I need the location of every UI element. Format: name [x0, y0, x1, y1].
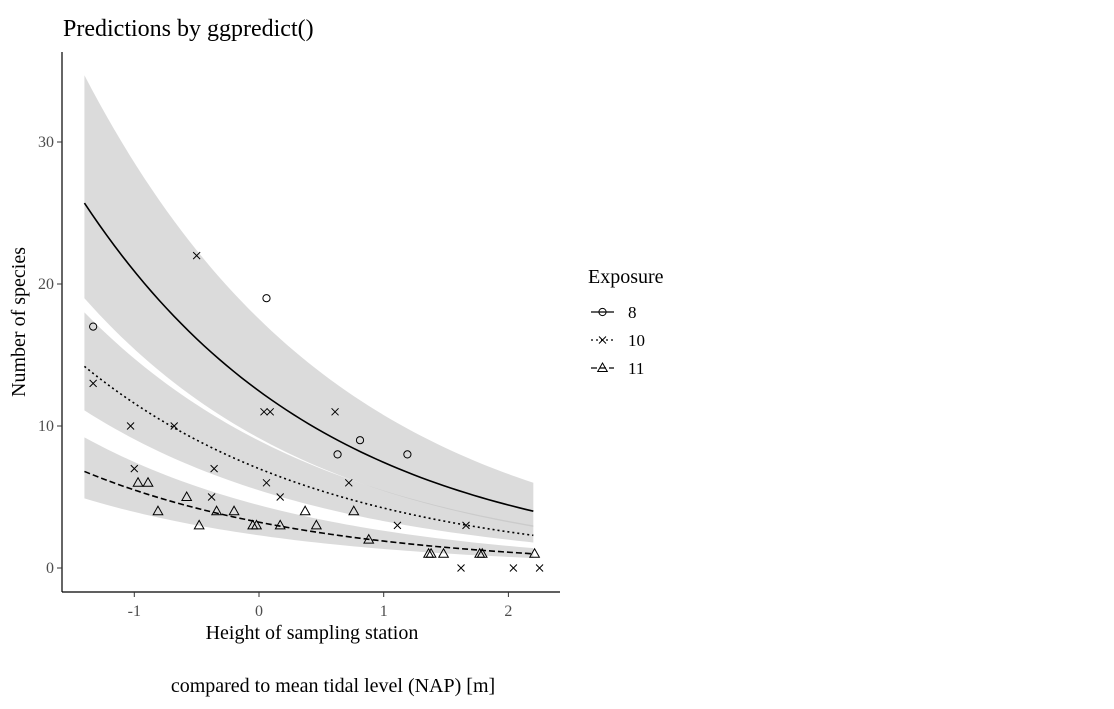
ci-band-10 [84, 312, 534, 543]
data-point-exposure-10 [89, 379, 98, 388]
data-point-exposure-10 [266, 407, 275, 416]
data-point-exposure-10 [462, 521, 470, 530]
x-axis-label-line2: compared to mean tidal level (NAP) [m] [171, 675, 495, 697]
ci-band-8 [84, 75, 534, 527]
data-point-exposure-10 [393, 521, 402, 530]
legend-triangle-icon [596, 361, 609, 372]
y-tick-label: 20 [38, 276, 54, 293]
data-point-exposure-10 [207, 493, 216, 501]
legend-label-11: 11 [628, 359, 644, 378]
fit-line-10 [83, 365, 534, 537]
y-axis-label: Number of species [8, 247, 30, 397]
fit-line-8 [83, 202, 534, 512]
data-point-exposure-10 [535, 564, 544, 572]
data-point-exposure-10 [262, 478, 271, 487]
data-point-exposure-11 [142, 476, 154, 487]
data-point-exposure-10 [130, 464, 139, 473]
data-point-exposure-10 [260, 407, 268, 416]
data-point-exposure-10 [276, 493, 285, 501]
data-point-exposure-11 [363, 533, 375, 544]
legend-cross-icon [598, 336, 607, 344]
legend-circle-icon [598, 307, 607, 317]
data-point-exposure-11 [437, 547, 450, 558]
y-tick-label: 10 [38, 418, 54, 435]
y-tick-label: 0 [46, 560, 54, 577]
data-point-exposure-11 [193, 519, 205, 530]
data-point-exposure-8 [355, 436, 365, 445]
data-point-exposure-11 [228, 505, 240, 516]
data-point-exposure-11 [210, 505, 223, 516]
data-point-exposure-11 [476, 547, 488, 558]
data-point-exposure-11 [299, 505, 311, 516]
data-points [89, 251, 544, 572]
data-point-exposure-11 [528, 547, 541, 558]
data-point-exposure-8 [333, 450, 342, 459]
x-tick-label: 1 [380, 603, 388, 620]
legend-label-8: 8 [628, 303, 637, 322]
data-point-exposure-11 [132, 476, 144, 487]
data-point-exposure-11 [181, 490, 193, 501]
data-point-exposure-8 [262, 294, 271, 303]
chart-title: Predictions by ggpredict() [63, 16, 314, 42]
data-point-exposure-10 [331, 407, 339, 416]
confidence-bands [84, 75, 534, 559]
data-point-exposure-11 [152, 505, 164, 516]
x-tick-label: 2 [504, 603, 512, 620]
data-point-exposure-10 [126, 422, 135, 430]
fit-line-11 [84, 470, 534, 555]
x-ticks: -1 0 1 2 [128, 592, 512, 620]
data-point-exposure-10 [457, 564, 465, 572]
data-point-exposure-10 [192, 251, 201, 260]
data-point-exposure-10 [344, 478, 353, 487]
y-ticks: 0 10 20 30 [38, 134, 62, 577]
data-point-exposure-11 [348, 505, 360, 516]
data-point-exposure-8 [403, 450, 412, 459]
data-point-exposure-8 [89, 322, 98, 331]
x-tick-label: 0 [255, 603, 263, 620]
legend: Exposure 8 10 11 [588, 266, 664, 378]
x-tick-label: -1 [128, 603, 141, 620]
data-point-exposure-11 [274, 519, 286, 530]
legend-label-10: 10 [628, 331, 645, 350]
data-point-exposure-10 [170, 422, 179, 430]
data-point-exposure-10 [509, 564, 518, 572]
x-axis-label-line1: Height of sampling station [206, 622, 419, 644]
y-tick-label: 30 [38, 134, 54, 151]
legend-title: Exposure [588, 266, 664, 288]
fit-lines [83, 202, 534, 555]
ci-band-11 [84, 437, 534, 559]
data-point-exposure-11 [425, 547, 437, 558]
data-point-exposure-11 [250, 519, 263, 530]
data-point-exposure-10 [210, 464, 218, 473]
data-point-exposure-11 [310, 519, 323, 530]
